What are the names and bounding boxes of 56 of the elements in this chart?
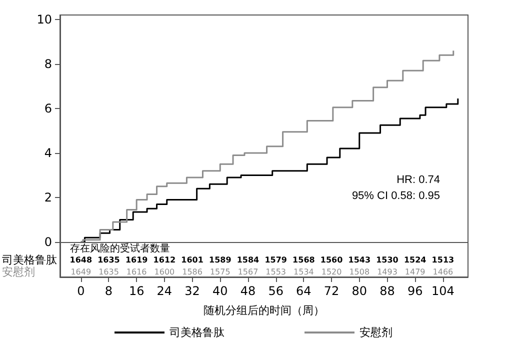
y-tick-label: 8 bbox=[44, 56, 52, 71]
annotation: 1619 bbox=[125, 256, 148, 265]
text: 司美格鲁肽 bbox=[2, 254, 57, 267]
x-tick-label: 32 bbox=[184, 284, 200, 298]
x-tick-label: 64 bbox=[296, 284, 312, 298]
x-tick-label: 80 bbox=[352, 284, 368, 298]
annotation: 1513 bbox=[432, 256, 454, 265]
annotation: 95% CI 0.58: 0.95 bbox=[352, 190, 440, 202]
annotation: 1568 bbox=[292, 256, 316, 265]
x-tick-label: 48 bbox=[240, 284, 256, 298]
x-tick-label: 24 bbox=[156, 284, 172, 298]
annotation: 1530 bbox=[376, 256, 399, 265]
annotation: 1466 bbox=[432, 268, 454, 277]
annotation: 1560 bbox=[320, 256, 344, 265]
x-tick-label: 88 bbox=[380, 284, 395, 298]
annotation: 1589 bbox=[209, 256, 232, 265]
annotation: 1601 bbox=[181, 256, 204, 265]
text: 安慰剂 bbox=[2, 266, 35, 279]
annotation: 1635 bbox=[98, 256, 120, 265]
annotation: 1635 bbox=[98, 268, 119, 277]
annotation: 1479 bbox=[404, 268, 426, 277]
y-tick-label: 0 bbox=[44, 235, 52, 250]
annotation: 1493 bbox=[377, 268, 398, 277]
legend-label: 安慰剂 bbox=[360, 326, 392, 339]
annotation: 1579 bbox=[264, 256, 288, 265]
annotation: 1616 bbox=[126, 268, 147, 277]
legend-label: 司美格鲁肽 bbox=[170, 326, 224, 339]
annotation: 1600 bbox=[154, 268, 175, 277]
annotation: 存在风险的受试者数量 bbox=[70, 242, 170, 255]
x-tick-label: 16 bbox=[128, 284, 144, 298]
annotation: 1543 bbox=[348, 256, 371, 265]
annotation: 1575 bbox=[210, 268, 230, 277]
annotation: 1553 bbox=[266, 268, 286, 277]
annotation: 1508 bbox=[349, 268, 370, 277]
annotation: 1567 bbox=[238, 268, 258, 277]
annotation: 1586 bbox=[182, 268, 202, 277]
x-tick-label: 40 bbox=[212, 284, 228, 298]
y-tick-label: 4 bbox=[44, 146, 52, 160]
annotation: 1584 bbox=[236, 256, 260, 265]
annotation: 1649 bbox=[70, 268, 92, 277]
x-tick-label: 96 bbox=[407, 284, 423, 298]
annotation: 1648 bbox=[70, 256, 92, 265]
x-tick-label: 104 bbox=[431, 284, 454, 298]
x-tick-label: 0 bbox=[77, 284, 85, 298]
y-tick-label: 2 bbox=[44, 190, 52, 205]
annotation: 1520 bbox=[321, 268, 342, 277]
x-tick-label: 72 bbox=[324, 284, 340, 298]
y-tick-label: 10 bbox=[36, 12, 52, 26]
x-axis-title: 随机分组后的时间（周） bbox=[204, 304, 324, 317]
annotation: 1612 bbox=[153, 256, 176, 265]
x-tick-label: 8 bbox=[104, 284, 113, 298]
annotation: HR: 0.74 bbox=[396, 174, 440, 186]
annotation: 1534 bbox=[294, 268, 314, 277]
annotation: 1524 bbox=[404, 256, 427, 265]
y-tick-label: 6 bbox=[44, 101, 52, 116]
x-tick-label: 56 bbox=[268, 284, 284, 298]
